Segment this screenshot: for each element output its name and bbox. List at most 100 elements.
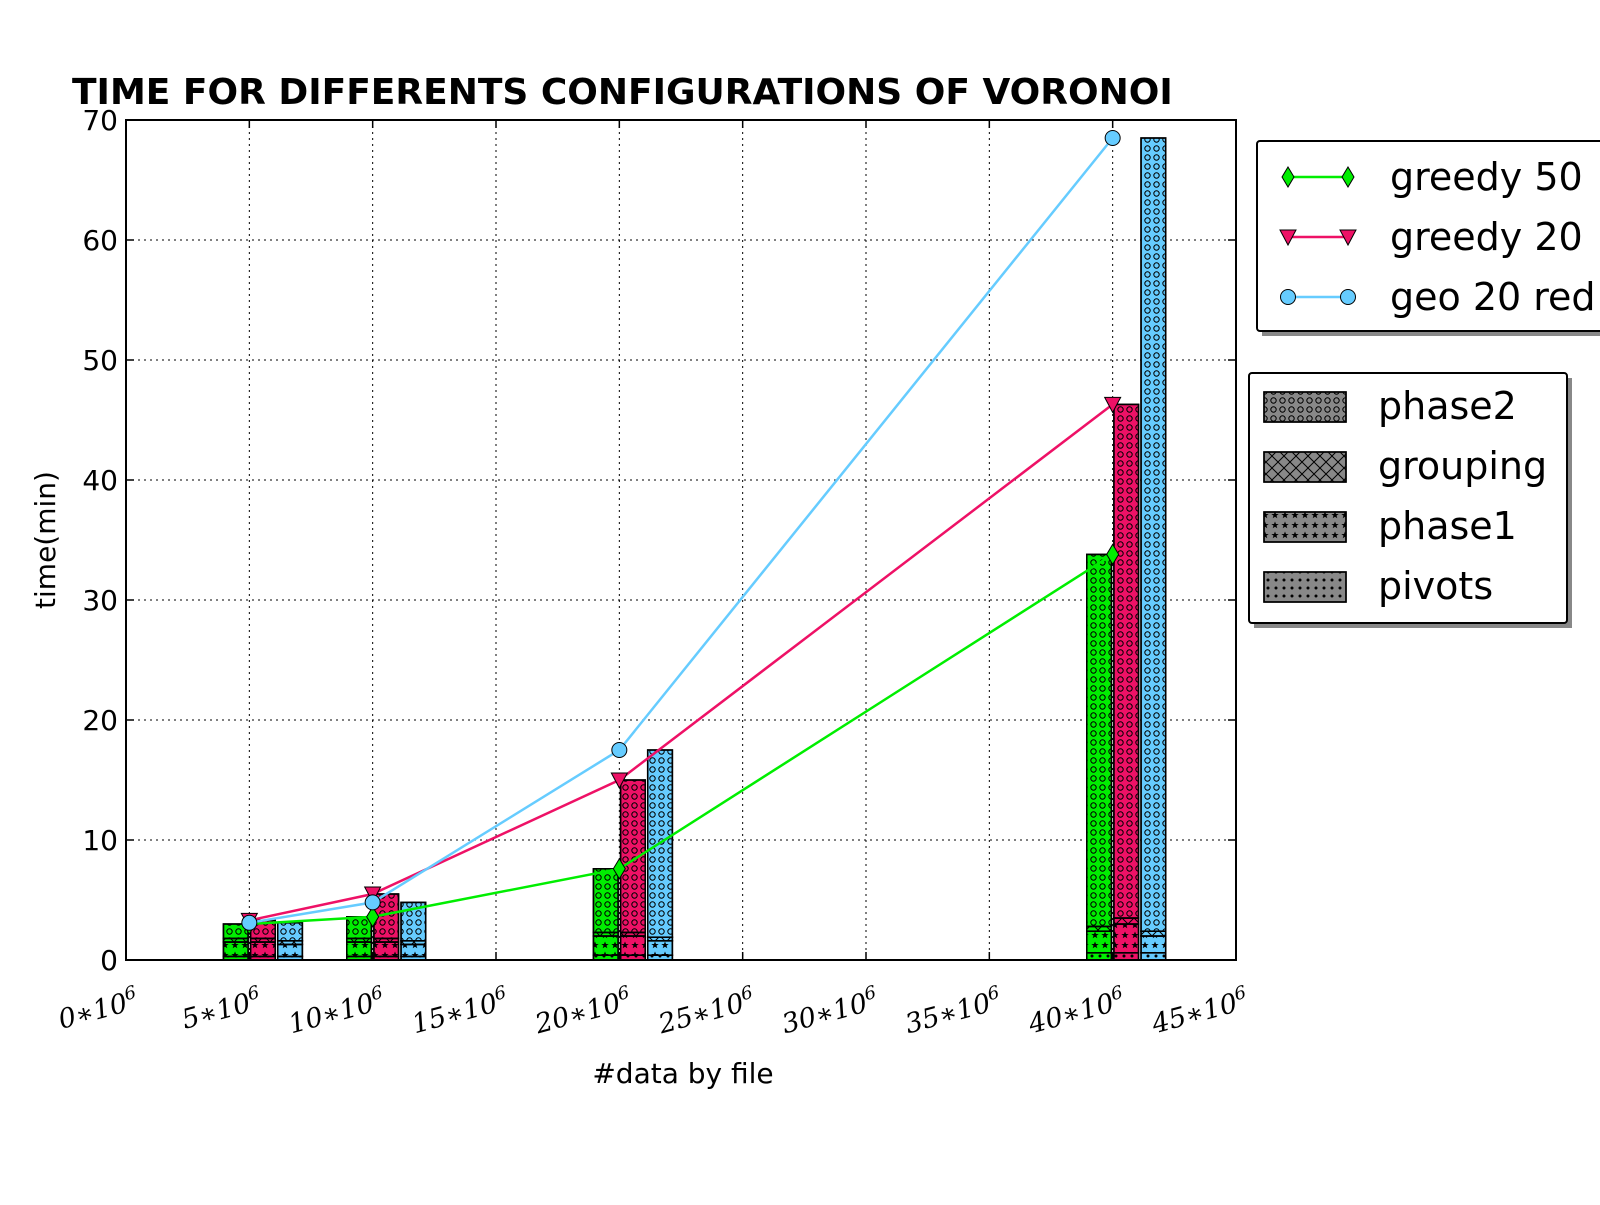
x-tick-label: 40∗106 [1024,982,1129,1041]
series-point [611,742,628,758]
x-tick-label: 35∗106 [901,982,1005,1040]
x-tick-sym: ∗10 [1058,988,1117,1032]
legend-hatch-pivots [1263,571,1347,603]
stacked-bars [222,137,1167,961]
x-tick-exp: 6 [122,982,138,1005]
x-tick-label: 25∗106 [654,982,759,1041]
bar-hatch-phase2 [619,779,646,934]
bar-hatch-phase1 [346,941,373,958]
x-tick-exp: 6 [1232,982,1248,1005]
bar-hatch-grouping [1113,917,1140,925]
x-tick-label: 45∗106 [1147,982,1252,1041]
x-tick-sym: ∗10 [565,988,624,1032]
legend-marker [1341,166,1355,188]
legend-marker [1339,229,1357,247]
bar-hatch-phase1 [646,940,674,956]
y-tick-label: 70 [82,104,118,137]
series-point [366,905,380,928]
x-tick-exp: 6 [985,982,1001,1005]
series-point [364,894,381,911]
series-point [1103,396,1122,414]
legend-marker [1340,289,1356,305]
series-point [612,857,626,880]
y-tick-label: 10 [82,824,118,857]
series-line [249,137,1114,925]
bar-hatch-phase1 [592,935,619,956]
series-point [1106,543,1120,566]
x-tick-exp: 6 [615,982,631,1005]
legend-marker [1281,166,1295,188]
bar-hatch-phase1 [276,943,304,958]
legend-hatch-grouping [1263,451,1347,483]
grid-lines [126,120,1236,960]
series-point [241,914,258,931]
legend-label: pivots [1378,564,1493,608]
x-tick-sym: ∗10 [195,988,254,1032]
line-legend-box [1256,140,1600,332]
x-tick-sym: ∗10 [1182,988,1241,1032]
x-tick-label: 15∗106 [408,982,512,1040]
bar-hatch-phase1 [249,941,276,958]
bar-hatch-phase2 [1086,553,1113,928]
bar-hatch-phase2 [276,922,304,942]
series-point [610,772,629,790]
bar-hatch-phase2 [592,868,619,934]
bar-hatch-pivots [1140,952,1167,961]
y-tick-label: 20 [82,704,118,737]
chart-title: TIME FOR DIFFERENTS CONFIGURATIONS OF VO… [72,72,1173,113]
y-tick-label: 50 [82,344,118,377]
x-tick-sym: ∗10 [812,988,871,1032]
bar-hatch-phase2 [346,916,373,940]
legend-label: phase1 [1378,504,1517,548]
series-lines [240,130,1122,935]
x-tick-exp: 6 [492,982,508,1005]
series-point [1104,130,1121,146]
legend-label: greedy 20 [1390,215,1583,259]
bar-hatch-phase1 [1140,935,1167,954]
phase-legend: phase2 grouping phase1 pivots [1248,372,1572,628]
x-tick-exp: 6 [369,982,385,1005]
bar-hatch-phase2 [1140,137,1167,932]
bar-hatch-pivots [1113,952,1140,961]
x-tick-exp: 6 [862,982,878,1005]
series-line [249,403,1114,922]
legend-marker [1280,289,1296,305]
y-axis-label: time(min) [29,471,62,609]
x-tick-exp: 6 [245,982,261,1005]
x-tick-sym: ∗10 [688,988,747,1032]
x-tick-exp: 6 [1109,982,1125,1005]
y-tick-label: 40 [82,464,118,497]
x-tick-exp: 6 [739,982,755,1005]
bar-hatch-phase1 [619,935,646,956]
bar-hatch-pivots [1086,952,1113,961]
x-tick-label: 30∗106 [778,982,882,1040]
x-tick-label: 0∗106 [54,982,141,1036]
legend-label: phase2 [1378,384,1517,428]
x-tick-label: 20∗106 [530,982,635,1041]
bar-hatch-phase1 [1086,930,1113,954]
bar-hatch-phase1 [222,941,249,958]
bar-hatch-phase1 [373,941,400,958]
legend-marker [1279,229,1297,247]
x-tick-label: 5∗106 [178,982,265,1036]
x-tick-sym: ∗10 [935,988,994,1032]
x-tick-sym: ∗10 [442,988,501,1032]
plot-frame [125,119,1237,961]
legend-label: geo 20 red [1390,275,1596,319]
y-tick-label: 0 [100,944,118,977]
legend-label: greedy 50 [1390,155,1583,199]
y-tick-label: 30 [82,584,118,617]
bar-hatch-phase2 [1113,403,1140,919]
legend-hatch-phase2 [1263,391,1347,423]
bar-hatch-phase1 [1113,923,1140,954]
phase-legend-box [1248,372,1568,624]
bar-hatch-phase1 [400,943,427,958]
legend-hatch-phase1 [1263,511,1347,543]
legend-label: grouping [1378,444,1547,488]
x-tick-sym: ∗10 [318,988,377,1032]
line-legend: greedy 50 greedy 20 geo 20 red [1256,140,1600,336]
y-tick-label: 60 [82,224,118,257]
x-tick-label: 10∗106 [285,982,389,1040]
